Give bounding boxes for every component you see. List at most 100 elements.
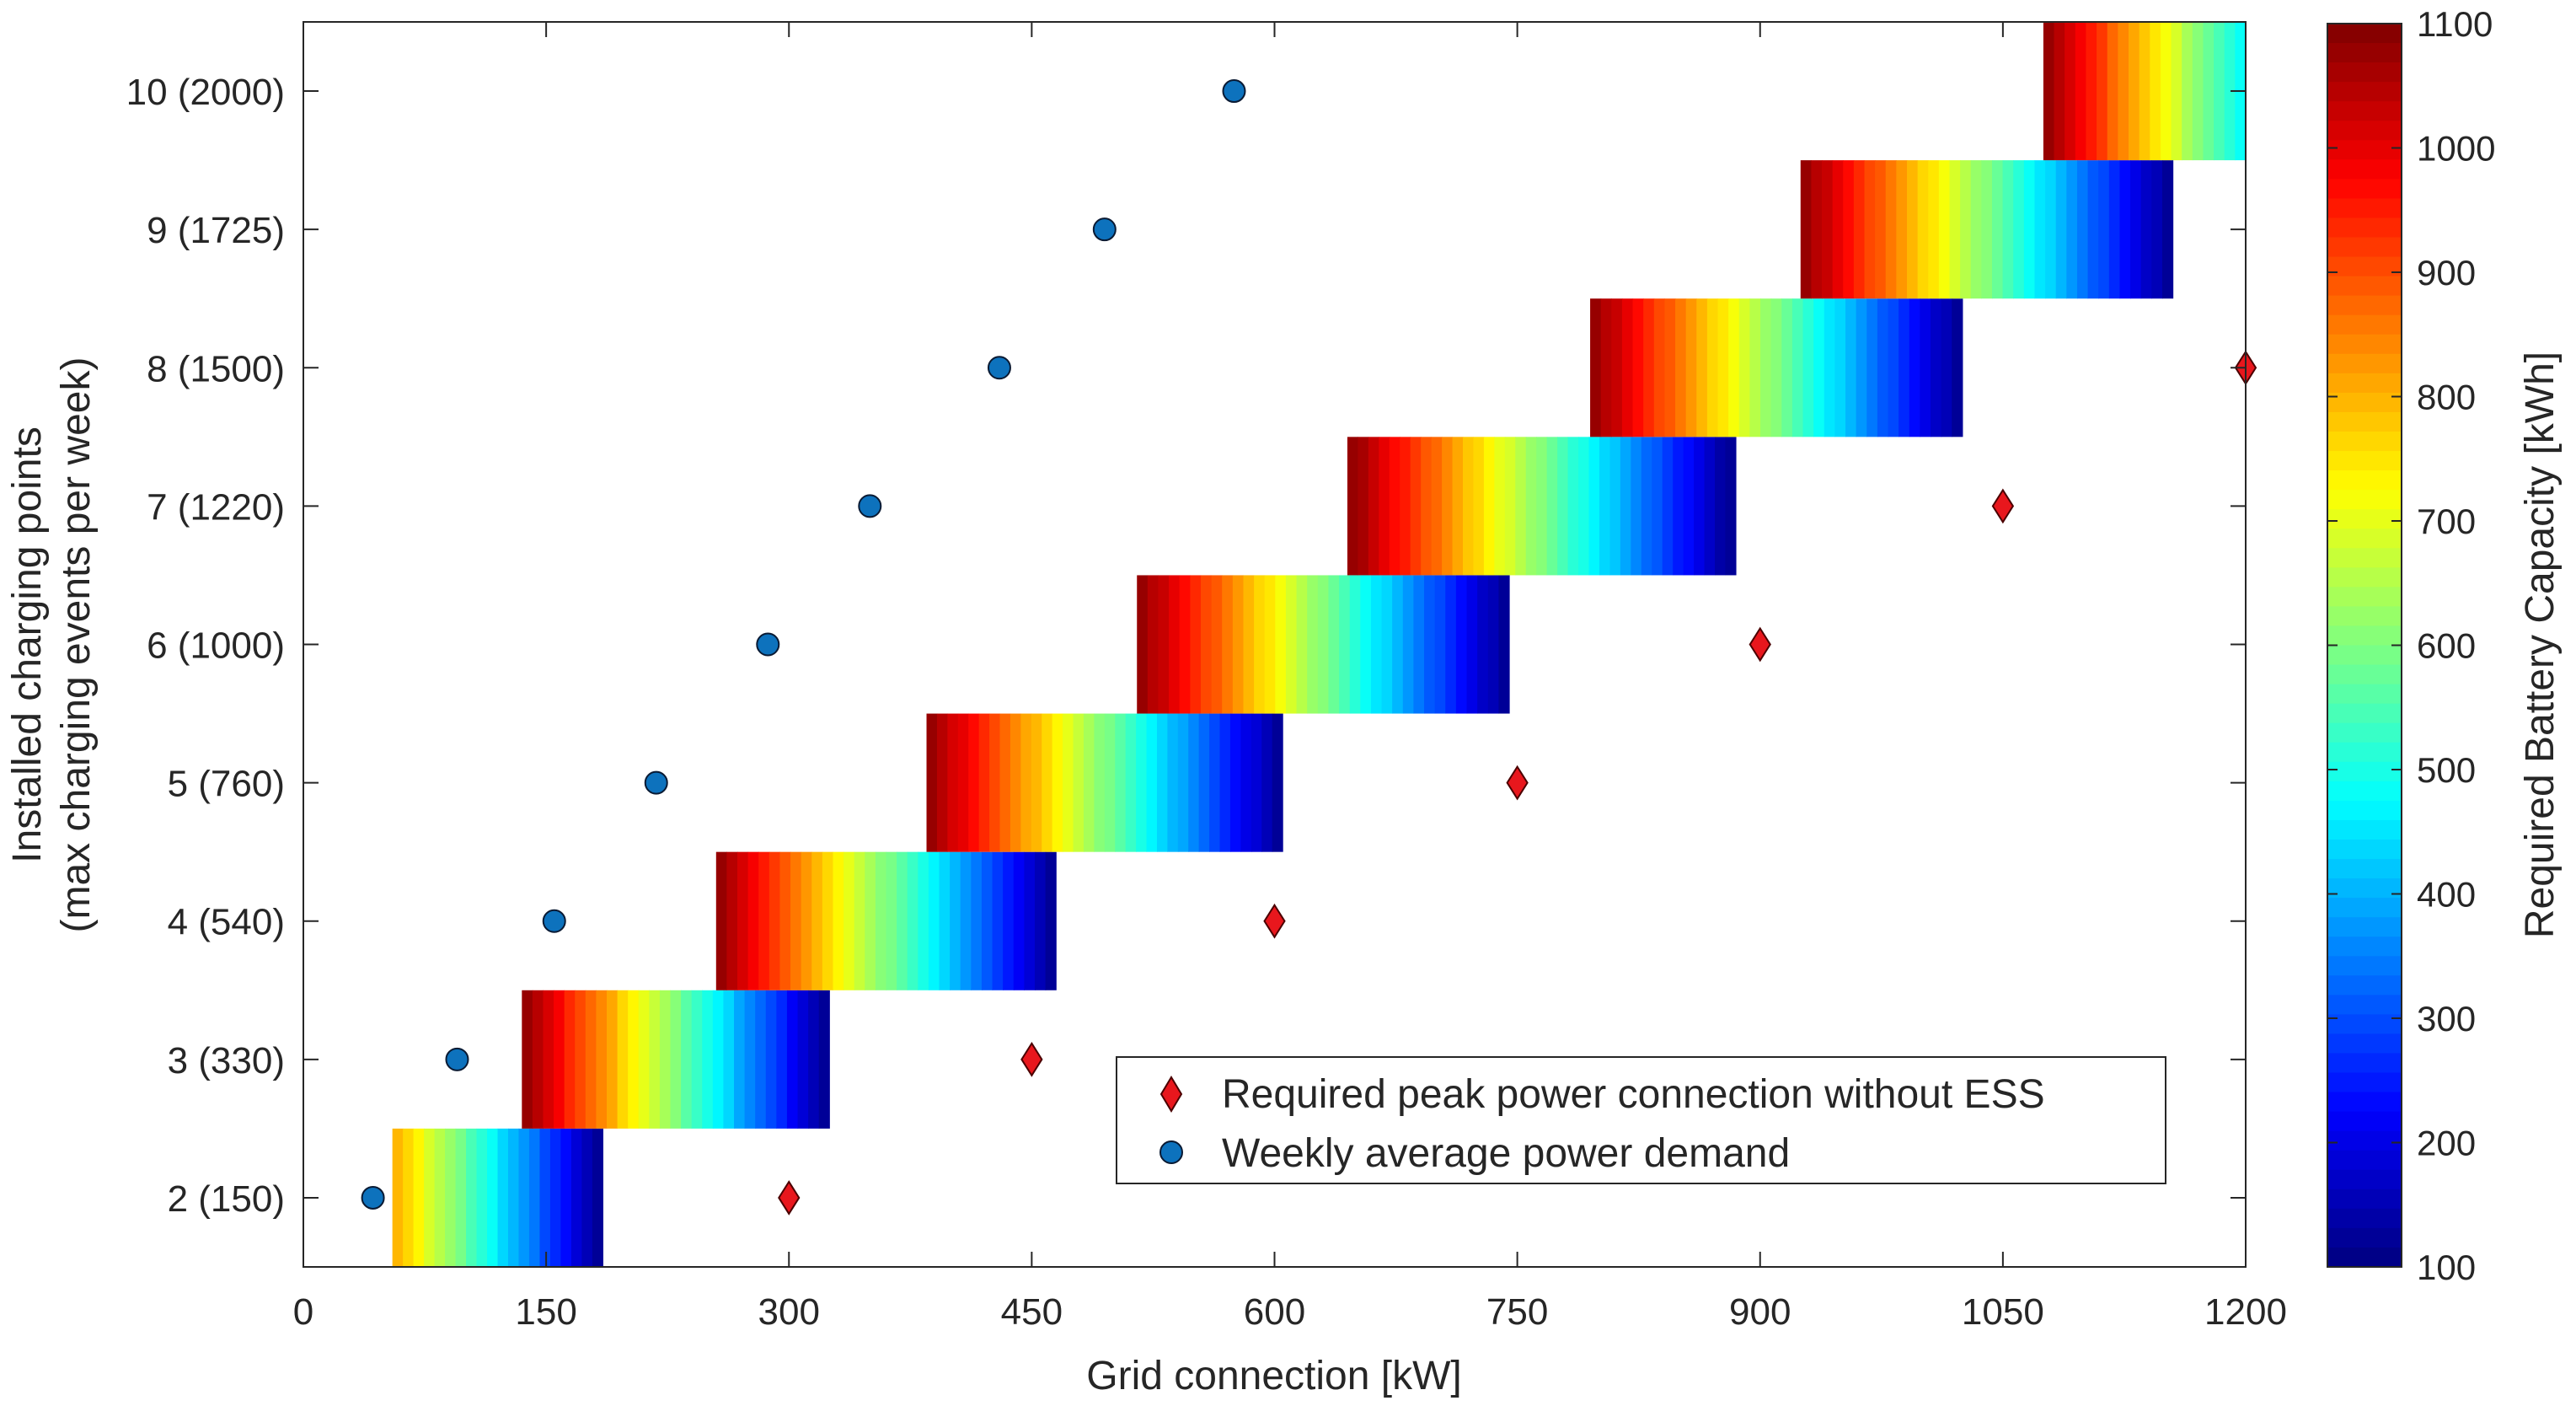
heatmap-cell xyxy=(1800,160,1812,299)
heatmap-cell xyxy=(1631,437,1642,576)
heatmap-cell xyxy=(1749,298,1761,437)
y-tick-label: 7 (1220) xyxy=(147,486,285,528)
heatmap-cell xyxy=(1339,575,1351,714)
heatmap-cell xyxy=(808,990,820,1129)
colorbar-band xyxy=(2327,179,2402,200)
heatmap-row-9 xyxy=(1800,160,2174,299)
heatmap-cell xyxy=(1909,298,1920,437)
heatmap-cell xyxy=(518,1128,530,1267)
heatmap-cell xyxy=(1725,437,1737,576)
heatmap-cell xyxy=(1662,437,1674,576)
heatmap-cell xyxy=(971,851,983,990)
heatmap-cell xyxy=(1024,851,1036,990)
heatmap-cell xyxy=(865,851,876,990)
heatmap-cell xyxy=(2086,22,2097,161)
colorbar-tick-label: 800 xyxy=(2417,378,2476,417)
heatmap-cell xyxy=(833,851,844,990)
colorbar-band xyxy=(2327,276,2402,297)
heatmap-cell xyxy=(1970,160,1982,299)
heatmap-cell xyxy=(1349,575,1361,714)
heatmap-cell xyxy=(918,851,929,990)
heatmap-cell xyxy=(2128,22,2140,161)
heatmap-cell xyxy=(2066,160,2078,299)
heatmap-cell xyxy=(1473,437,1485,576)
heatmap-cell xyxy=(1483,437,1495,576)
heatmap-cell xyxy=(392,1128,404,1267)
heatmap-cell xyxy=(1063,713,1074,852)
heatmap-cell xyxy=(811,851,823,990)
colorbar-band xyxy=(2327,664,2402,685)
heatmap-cell xyxy=(907,851,918,990)
colorbar-tick-label: 200 xyxy=(2417,1124,2476,1163)
heatmap-cell xyxy=(1706,298,1719,437)
x-tick-label: 150 xyxy=(515,1291,576,1333)
heatmap-cell xyxy=(1158,575,1170,714)
heatmap-cell xyxy=(1760,298,1772,437)
colorbar-band xyxy=(2327,140,2402,160)
heatmap-cell xyxy=(1877,298,1889,437)
colorbar-band xyxy=(2327,62,2402,83)
heatmap-cell xyxy=(1360,575,1372,714)
heatmap-cell xyxy=(659,990,672,1129)
heatmap-cell xyxy=(2065,22,2076,161)
diamond-marker xyxy=(1506,765,1529,801)
heatmap-cell xyxy=(939,851,951,990)
heatmap-cell xyxy=(2097,22,2108,161)
heatmap-cell xyxy=(1198,713,1210,852)
x-tick-label: 1050 xyxy=(1962,1291,2044,1333)
heatmap-cell xyxy=(1952,298,1963,437)
heatmap-cell xyxy=(1738,298,1750,437)
heatmap-cell xyxy=(1813,298,1825,437)
colorbar-band xyxy=(2327,353,2402,374)
heatmap-cell xyxy=(1652,437,1663,576)
heatmap-cell xyxy=(947,713,959,852)
heatmap-cell xyxy=(1717,298,1729,437)
heatmap-cell xyxy=(1536,437,1548,576)
colorbar-band xyxy=(2327,1208,2402,1229)
heatmap-cell xyxy=(1034,851,1047,990)
colorbar-band xyxy=(2327,625,2402,647)
colorbar-band xyxy=(2327,529,2402,549)
heatmap-cell xyxy=(1653,298,1666,437)
heatmap-cell xyxy=(1045,851,1057,990)
colorbar-band xyxy=(2327,1053,2402,1074)
series-peak-power xyxy=(778,350,2257,1215)
heatmap-cell xyxy=(1696,298,1708,437)
heatmap-cell xyxy=(779,851,791,990)
circle-marker xyxy=(445,1047,469,1071)
y-tick-label: 2 (150) xyxy=(168,1178,285,1220)
heatmap-cell xyxy=(1632,298,1644,437)
heatmap-cell xyxy=(1866,298,1878,437)
heatmap-cell xyxy=(1494,437,1506,576)
heatmap-cell xyxy=(403,1128,415,1267)
colorbar-band xyxy=(2327,839,2402,860)
heatmap-cell xyxy=(1694,437,1706,576)
heatmap-cell xyxy=(926,713,938,852)
y-tick-label: 4 (540) xyxy=(168,902,285,943)
heatmap-cell xyxy=(617,990,629,1129)
heatmap-cell xyxy=(960,851,972,990)
heatmap-cell xyxy=(1728,298,1740,437)
heatmap-cell xyxy=(487,1128,499,1267)
diamond-marker xyxy=(778,1180,801,1215)
colorbar-tick-label: 300 xyxy=(2417,999,2476,1038)
heatmap-cell xyxy=(897,851,908,990)
x-axis-label: Grid connection [kW] xyxy=(1086,1354,1462,1398)
heatmap-cell xyxy=(1599,437,1611,576)
colorbar-band xyxy=(2327,1189,2402,1210)
heatmap-cell xyxy=(1104,713,1116,852)
heatmap-cell xyxy=(564,990,576,1129)
heatmap-cell xyxy=(2087,160,2099,299)
heatmap-cell xyxy=(822,851,834,990)
heatmap-cell xyxy=(528,1128,541,1267)
colorbar-band xyxy=(2327,237,2402,258)
colorbar-band xyxy=(2327,1092,2402,1113)
heatmap-cell xyxy=(1462,437,1475,576)
heatmap-cell xyxy=(2161,160,2174,299)
colorbar-band xyxy=(2327,451,2402,471)
heatmap-cell xyxy=(539,1128,551,1267)
heatmap-cell xyxy=(875,851,887,990)
heatmap-cell xyxy=(497,1128,509,1267)
heatmap-cell xyxy=(1875,160,1887,299)
circle-marker xyxy=(644,770,668,795)
